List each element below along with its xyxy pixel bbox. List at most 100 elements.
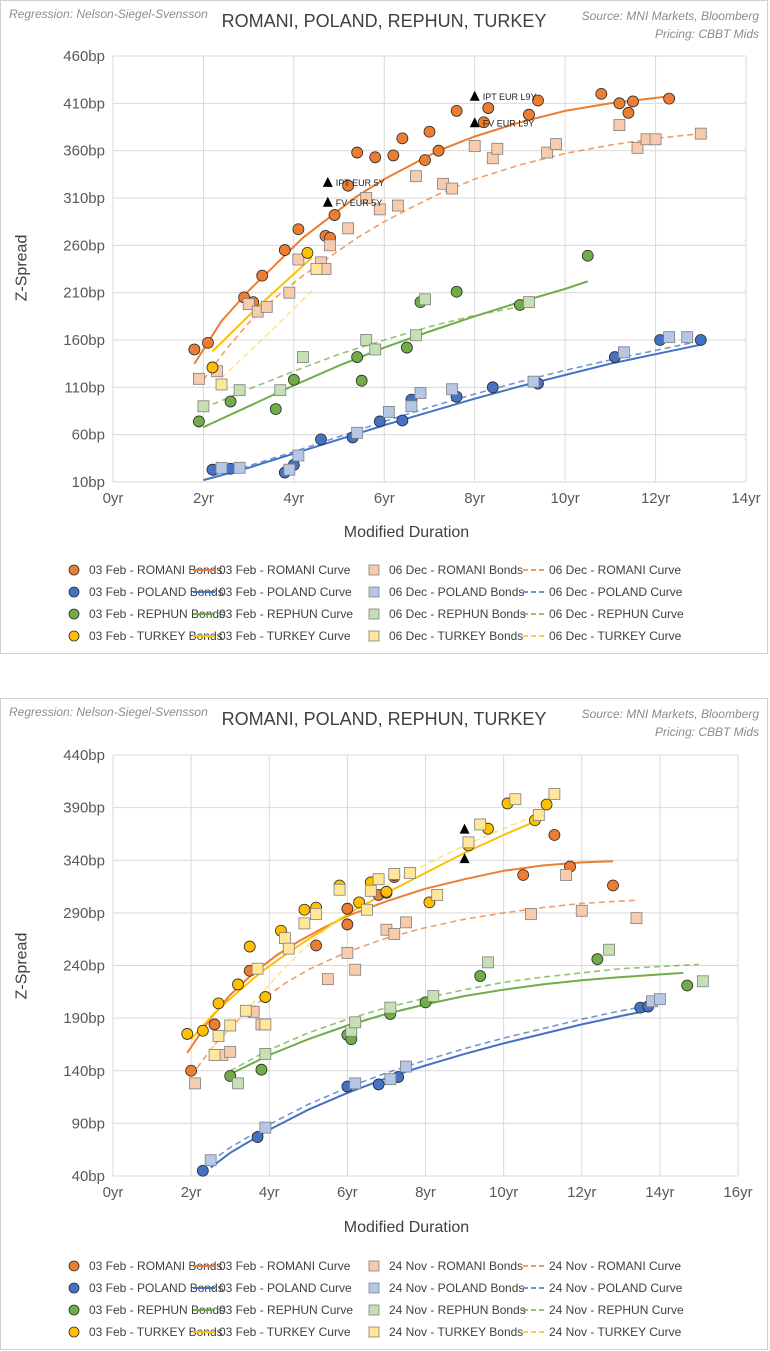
legend-swatch: [193, 1309, 215, 1311]
bond-point-rephun-old: [259, 1048, 272, 1060]
bond-point-romani-old: [649, 133, 662, 146]
bond-point-poland-old: [681, 331, 694, 344]
legend-label: 03 Feb - TURKEY Bonds: [89, 1325, 223, 1339]
legend-label: 03 Feb - POLAND Curve: [219, 1281, 352, 1295]
bond-point-turkey-new: [259, 991, 272, 1003]
legend-swatch: [193, 591, 215, 593]
legend-swatch: [523, 1331, 545, 1333]
legend-swatch: [193, 1331, 215, 1333]
bond-point-romani-old: [630, 912, 643, 925]
y-tick-label: 310bp: [63, 190, 105, 207]
bond-point-poland-old: [382, 406, 395, 418]
chart-title: ROMANI, POLAND, REPHUN, TURKEY: [221, 11, 547, 31]
legend-marker: [68, 586, 80, 598]
bond-point-romani-new: [517, 869, 530, 881]
pricing-text: Pricing: CBBT Mids: [654, 725, 759, 739]
bond-point-turkey-old: [333, 883, 346, 896]
legend-label: 24 Nov - POLAND Bonds: [389, 1281, 525, 1295]
bond-point-romani-old: [446, 182, 459, 195]
x-tick-label: 10yr: [489, 1184, 518, 1201]
bond-point-romani-old: [193, 372, 205, 385]
y-axis-label: Z-Spread: [13, 932, 31, 1000]
legend-label: 06 Dec - REPHUN Bonds: [389, 607, 526, 621]
bond-point-poland-old: [351, 426, 364, 439]
legend-swatch: [193, 613, 215, 615]
legend-label: 06 Dec - TURKEY Bonds: [389, 629, 524, 643]
legend-label: 24 Nov - REPHUN Bonds: [389, 1303, 526, 1317]
x-tick-label: 4yr: [259, 1184, 280, 1201]
bond-point-turkey-new: [196, 1024, 209, 1037]
curve-line-poland-new: [210, 1008, 653, 1169]
bond-point-poland-old: [259, 1121, 272, 1134]
legend-marker: [368, 564, 380, 576]
legend-marker: [68, 608, 80, 620]
bond-point-romani-old: [575, 904, 588, 917]
bond-point-romani-old: [491, 142, 504, 155]
x-tick-label: 12yr: [641, 490, 670, 507]
bond-point-rephun-old: [482, 956, 494, 969]
legend-swatch: [68, 630, 80, 642]
bond-point-romani-old: [550, 138, 562, 150]
x-tick-label: 2yr: [193, 490, 214, 507]
source-text: Source: MNI Markets, Bloomberg: [581, 707, 759, 721]
y-tick-label: 110bp: [64, 379, 105, 396]
legend-label: 06 Dec - ROMANI Bonds: [389, 563, 524, 577]
bond-point-romani-old: [292, 253, 305, 266]
legend-label: 03 Feb - ROMANI Bonds: [89, 1259, 223, 1273]
bond-point-rephun-old: [384, 1001, 397, 1014]
bond-point-turkey-old: [403, 866, 416, 879]
legend-swatch: [523, 613, 545, 615]
bond-point-rephun-old: [197, 400, 210, 413]
legend-swatch: [68, 1304, 80, 1316]
legend-label: 06 Dec - TURKEY Curve: [549, 629, 682, 643]
bond-point-poland-old: [283, 463, 296, 476]
x-tick-label: 6yr: [337, 1184, 358, 1201]
curve-line-poland-new: [203, 343, 702, 482]
bond-point-rephun-old: [523, 296, 535, 309]
bond-point-rephun-old: [369, 343, 382, 356]
bond-point-romani-old: [631, 141, 644, 154]
legend-swatch: [368, 1260, 380, 1272]
legend-label: 03 Feb - POLAND Bonds: [89, 1281, 224, 1295]
legend-label: 03 Feb - TURKEY Bonds: [89, 629, 223, 643]
pricing-text: Pricing: CBBT Mids: [654, 27, 759, 41]
x-tick-label: 2yr: [181, 1184, 202, 1201]
bond-point-romani-new: [351, 146, 364, 159]
bond-point-rephun-old: [360, 334, 373, 346]
legend-label: 03 Feb - REPHUN Bonds: [89, 1303, 226, 1317]
bond-point-poland-old: [400, 1060, 412, 1073]
legend-marker: [368, 586, 380, 598]
bond-point-romani-old: [342, 222, 355, 235]
bond-point-turkey-old: [532, 809, 545, 821]
legend-swatch: [368, 608, 380, 620]
bond-point-rephun-new: [450, 285, 463, 298]
bond-point-turkey-old: [474, 818, 487, 831]
legend-swatch: [68, 1282, 80, 1294]
curve-line-rephun-old: [229, 963, 699, 1072]
bond-point-turkey-old: [239, 1004, 252, 1017]
bond-point-poland-new: [396, 414, 409, 427]
legend-label: 24 Nov - REPHUN Curve: [549, 1303, 684, 1317]
regression-note: Regression: Nelson-Siegel-Svensson: [9, 7, 208, 21]
legend-label: 06 Dec - POLAND Curve: [549, 585, 683, 599]
bond-point-poland-old: [349, 1077, 362, 1090]
legend-marker: [68, 1304, 80, 1316]
bond-point-romani-old: [410, 170, 422, 183]
bond-point-romani-old: [283, 286, 296, 299]
legend-label: 06 Dec - POLAND Bonds: [389, 585, 525, 599]
bond-point-rephun-new: [591, 953, 604, 966]
chart-title: ROMANI, POLAND, REPHUN, TURKEY: [221, 709, 547, 729]
y-tick-label: 440bp: [63, 747, 105, 764]
legend-swatch: [68, 1260, 80, 1272]
y-tick-label: 260bp: [63, 237, 105, 254]
annotation-label: IPT EUR 5Y: [336, 178, 385, 188]
bond-point-romani-new: [423, 125, 436, 138]
bond-point-romani-old: [242, 298, 255, 310]
bond-point-turkey-new: [206, 361, 219, 374]
bond-point-romani-new: [188, 343, 201, 356]
legend-label: 24 Nov - ROMANI Bonds: [389, 1259, 524, 1273]
bond-point-rephun-new: [287, 373, 300, 386]
bond-point-rephun-new: [400, 341, 413, 354]
curve-line-turkey-old: [220, 290, 313, 379]
x-tick-label: 8yr: [415, 1184, 436, 1201]
